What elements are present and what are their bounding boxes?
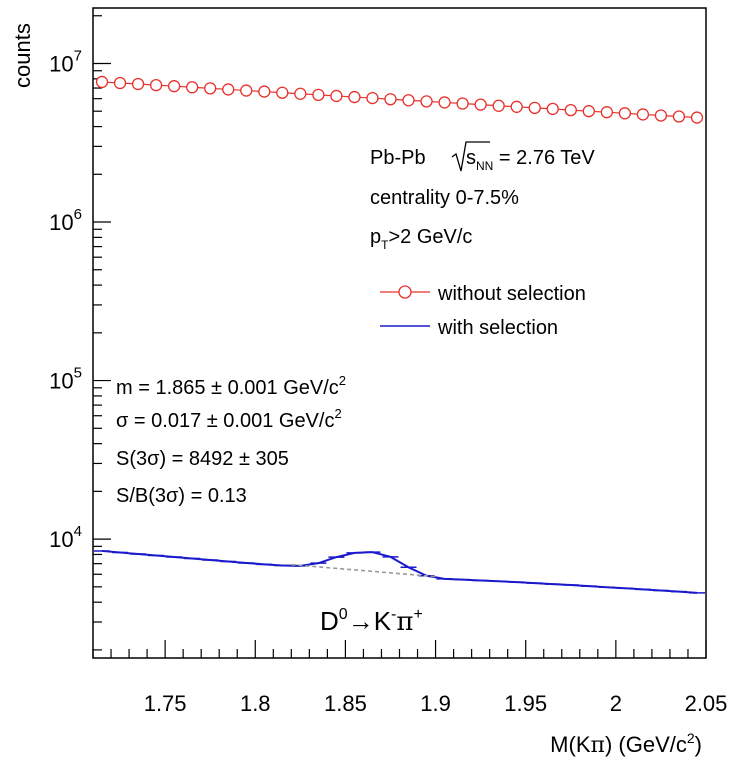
data-point-without-selection	[167, 80, 181, 93]
series-line-with-selection	[101, 549, 698, 594]
data-point-without-selection	[276, 86, 289, 99]
x-tick-label: 1.8	[240, 691, 271, 716]
data-point-without-selection	[564, 103, 577, 117]
data-point-without-selection	[149, 79, 163, 92]
y-tick-label: 107	[49, 47, 82, 76]
data-point-without-selection	[546, 102, 559, 116]
data-point-without-selection	[131, 77, 145, 91]
x-tick-label: 1.85	[324, 691, 367, 716]
series-line-background-fit	[291, 563, 436, 578]
data-point-without-selection	[186, 81, 199, 94]
x-tick-label: 1.95	[504, 691, 547, 716]
x-tick-label: 1.75	[144, 691, 187, 716]
data-point-without-selection	[330, 89, 343, 103]
data-point-without-selection	[600, 106, 613, 119]
data-point-without-selection	[672, 110, 686, 123]
data-point-without-selection	[204, 82, 217, 95]
data-point-without-selection	[258, 85, 271, 98]
centrality-annotation: centrality 0-7.5%	[370, 187, 519, 209]
data-point-without-selection	[384, 93, 397, 106]
series-line-without-selection	[101, 81, 698, 119]
data-point-without-selection	[95, 75, 109, 89]
signal-annotation: S(3σ) = 8492 ± 305	[116, 448, 289, 470]
series-layer	[94, 75, 705, 594]
data-point-without-selection	[312, 88, 325, 102]
legend: without selection with selection	[380, 283, 586, 339]
data-point-without-selection	[618, 107, 632, 120]
data-point-without-selection	[113, 76, 127, 90]
mass-annotation: m = 1.865 ± 0.001 GeV/c2	[116, 373, 346, 399]
data-point-without-selection	[510, 100, 523, 113]
data-point-without-selection	[294, 87, 307, 100]
axis-ticks	[92, 15, 707, 658]
legend-marker-without-selection	[398, 285, 412, 299]
y-tick-label: 106	[49, 206, 82, 235]
data-point-without-selection	[636, 108, 650, 121]
data-point-without-selection	[222, 83, 235, 96]
data-point-without-selection	[474, 98, 487, 111]
x-tick-label: 2.05	[685, 691, 728, 716]
data-point-without-selection	[492, 99, 505, 112]
sqrt-symbol	[451, 141, 490, 172]
decay-annotation: D0→K-π+	[320, 606, 423, 637]
y-tick-label: 105	[49, 365, 82, 394]
data-point-without-selection	[240, 84, 253, 97]
svg-text:Pb-Pb: Pb-Pb	[370, 147, 426, 169]
data-point-without-selection	[654, 109, 668, 122]
legend-label-without-selection: without selection	[437, 283, 586, 305]
data-point-without-selection	[582, 105, 595, 118]
x-tick-labels: 1.75 1.8 1.85 1.9 1.95 2 2.05	[144, 691, 728, 716]
data-point-without-selection	[348, 90, 361, 104]
data-point-without-selection	[366, 91, 379, 105]
data-point-without-selection	[690, 111, 704, 124]
pt-annotation: pT>2 GeV/c	[370, 226, 472, 252]
x-tick-label: 2	[610, 691, 622, 716]
plot-frame	[92, 7, 707, 659]
data-point-without-selection	[402, 94, 415, 107]
y-tick-label: 104	[49, 523, 82, 552]
y-axis-label: counts	[10, 23, 35, 88]
sigma-annotation: σ = 0.017 ± 0.001 GeV/c2	[116, 406, 342, 432]
data-point-without-selection	[456, 97, 469, 110]
data-point-without-selection	[420, 95, 433, 108]
data-point-without-selection	[528, 101, 541, 115]
x-axis-label: M(Kπ) (GeV/c2)	[550, 730, 702, 758]
svg-text:sNN = 2.76 TeV: sNN = 2.76 TeV	[466, 147, 595, 173]
x-tick-label: 1.9	[420, 691, 451, 716]
sb-annotation: S/B(3σ) = 0.13	[116, 485, 247, 507]
collision-annotation: Pb-Pb sNN = 2.76 TeV	[370, 141, 595, 173]
legend-label-with-selection: with selection	[437, 317, 558, 339]
y-tick-labels: 104 105 106 107	[49, 47, 82, 552]
data-point-without-selection	[438, 96, 451, 109]
